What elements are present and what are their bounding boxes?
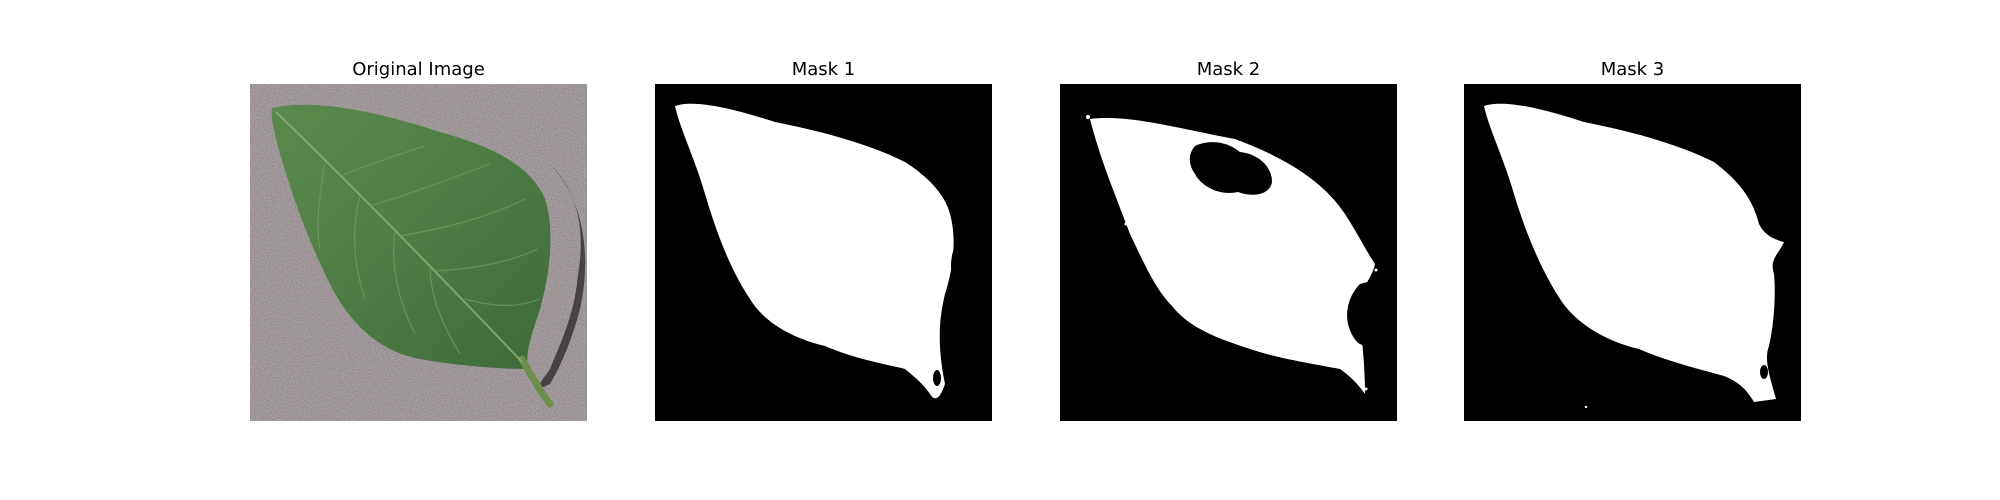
mask-2-image xyxy=(1060,84,1397,421)
mask-3-panel xyxy=(1464,84,1801,421)
panel-title-original: Original Image xyxy=(250,58,587,82)
mask-2-panel xyxy=(1060,84,1397,421)
panel-title-mask-3: Mask 3 xyxy=(1464,58,1801,82)
original-leaf-image xyxy=(250,84,587,421)
mask-1-panel xyxy=(655,84,992,421)
mask-3-image xyxy=(1464,84,1801,421)
mask-1-hole-middle xyxy=(951,242,971,290)
mask-1-hole-upper xyxy=(952,204,966,228)
mask-3-hole xyxy=(1760,365,1768,379)
mask-1-hole-lower xyxy=(933,370,941,386)
panel-title-mask-2: Mask 2 xyxy=(1060,58,1397,82)
original-image-panel xyxy=(250,84,587,421)
mask-3-speck xyxy=(1585,406,1587,408)
mask-1-image xyxy=(655,84,992,421)
panel-title-mask-1: Mask 1 xyxy=(655,58,992,82)
